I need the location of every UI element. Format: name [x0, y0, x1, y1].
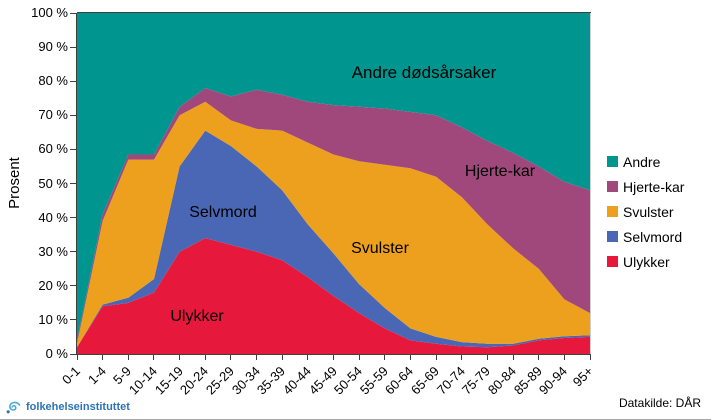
y-tick-label: 30 %	[38, 243, 68, 259]
y-axis-line	[76, 13, 77, 355]
y-tick-label: 80 %	[38, 73, 68, 89]
x-tick	[256, 355, 258, 360]
x-tick	[409, 355, 411, 360]
stacked-area-chart	[77, 13, 590, 354]
y-tick-label: 90 %	[38, 39, 68, 55]
fhi-logo-text: folkehelseinstituttet	[26, 401, 130, 413]
fhi-logo: folkehelseinstituttet	[4, 398, 130, 416]
legend-item-andre: Andre	[607, 149, 684, 174]
plot-border-top	[77, 12, 591, 13]
area-label-ulykker: Ulykker	[170, 308, 224, 325]
fhi-swirl-icon	[6, 401, 21, 414]
x-tick	[589, 355, 591, 360]
area-label-andre: Andre dødsårsaker	[351, 63, 497, 82]
chart-legend: Andre Hjerte-kar Svulster Selvmord Ulykker	[607, 149, 684, 274]
x-tick	[563, 355, 565, 360]
area-andre	[77, 13, 590, 341]
area-hjerte-kar	[77, 88, 590, 344]
x-tick	[538, 355, 540, 360]
y-tick-label: 10 %	[38, 311, 68, 327]
x-tick	[102, 355, 104, 360]
legend-label: Selvmord	[623, 228, 683, 245]
legend-swatch-icon	[607, 206, 618, 217]
legend-item-ulykker: Ulykker	[607, 249, 684, 274]
y-tick	[70, 183, 77, 184]
y-tick-label: 40 %	[38, 209, 68, 225]
x-tick	[512, 355, 514, 360]
legend-item-svulster: Svulster	[607, 199, 684, 224]
y-tick	[70, 114, 77, 116]
x-tick	[230, 355, 232, 360]
area-svulster	[77, 101, 590, 348]
y-tick-label: 50 %	[38, 175, 68, 191]
plot-border-right	[590, 13, 591, 354]
legend-swatch-icon	[607, 231, 618, 242]
area-label-selvmord: Selvmord	[189, 204, 257, 221]
area-label-hjerte-kar: Hjerte-kar	[464, 163, 536, 180]
legend-label: Ulykker	[623, 253, 670, 270]
y-tick	[70, 148, 77, 150]
y-tick-label: 60 %	[38, 141, 68, 157]
x-tick	[358, 355, 360, 360]
x-axis-line	[71, 354, 591, 355]
datasource-note: Datakilde: DÅR	[618, 396, 701, 410]
y-tick	[70, 251, 77, 253]
legend-label: Hjerte-kar	[623, 178, 685, 195]
legend-item-selvmord: Selvmord	[607, 224, 684, 249]
x-tick	[333, 355, 334, 360]
y-tick	[70, 217, 77, 219]
x-tick	[204, 355, 206, 360]
legend-label: Svulster	[623, 203, 674, 220]
legend-swatch-icon	[607, 256, 618, 267]
x-tick	[307, 355, 309, 360]
area-label-svulster: Svulster	[351, 240, 409, 257]
y-tick	[70, 353, 77, 355]
y-tick-label: 0 %	[45, 346, 68, 361]
x-tick	[179, 355, 181, 360]
x-tick	[486, 355, 488, 360]
x-tick	[153, 355, 155, 360]
y-tick-label: 70 %	[38, 107, 68, 123]
y-tick	[70, 285, 77, 287]
y-tick	[70, 80, 77, 82]
x-tick	[76, 355, 78, 360]
y-tick-label: 20 %	[38, 277, 68, 293]
area-selvmord	[77, 130, 590, 348]
y-tick	[70, 46, 77, 48]
legend-swatch-icon	[607, 181, 618, 192]
legend-swatch-icon	[607, 156, 618, 167]
x-tick	[384, 355, 386, 360]
y-tick	[70, 319, 77, 321]
plot-area	[77, 13, 590, 354]
x-tick	[435, 355, 437, 360]
x-tick	[127, 355, 129, 360]
legend-item-hjerte-kar: Hjerte-kar	[607, 174, 684, 199]
area-ulykker	[77, 238, 590, 354]
x-tick	[461, 355, 463, 360]
y-tick	[70, 12, 77, 14]
x-tick	[281, 355, 283, 360]
legend-label: Andre	[623, 153, 661, 170]
y-tick-label: 100 %	[31, 5, 68, 20]
